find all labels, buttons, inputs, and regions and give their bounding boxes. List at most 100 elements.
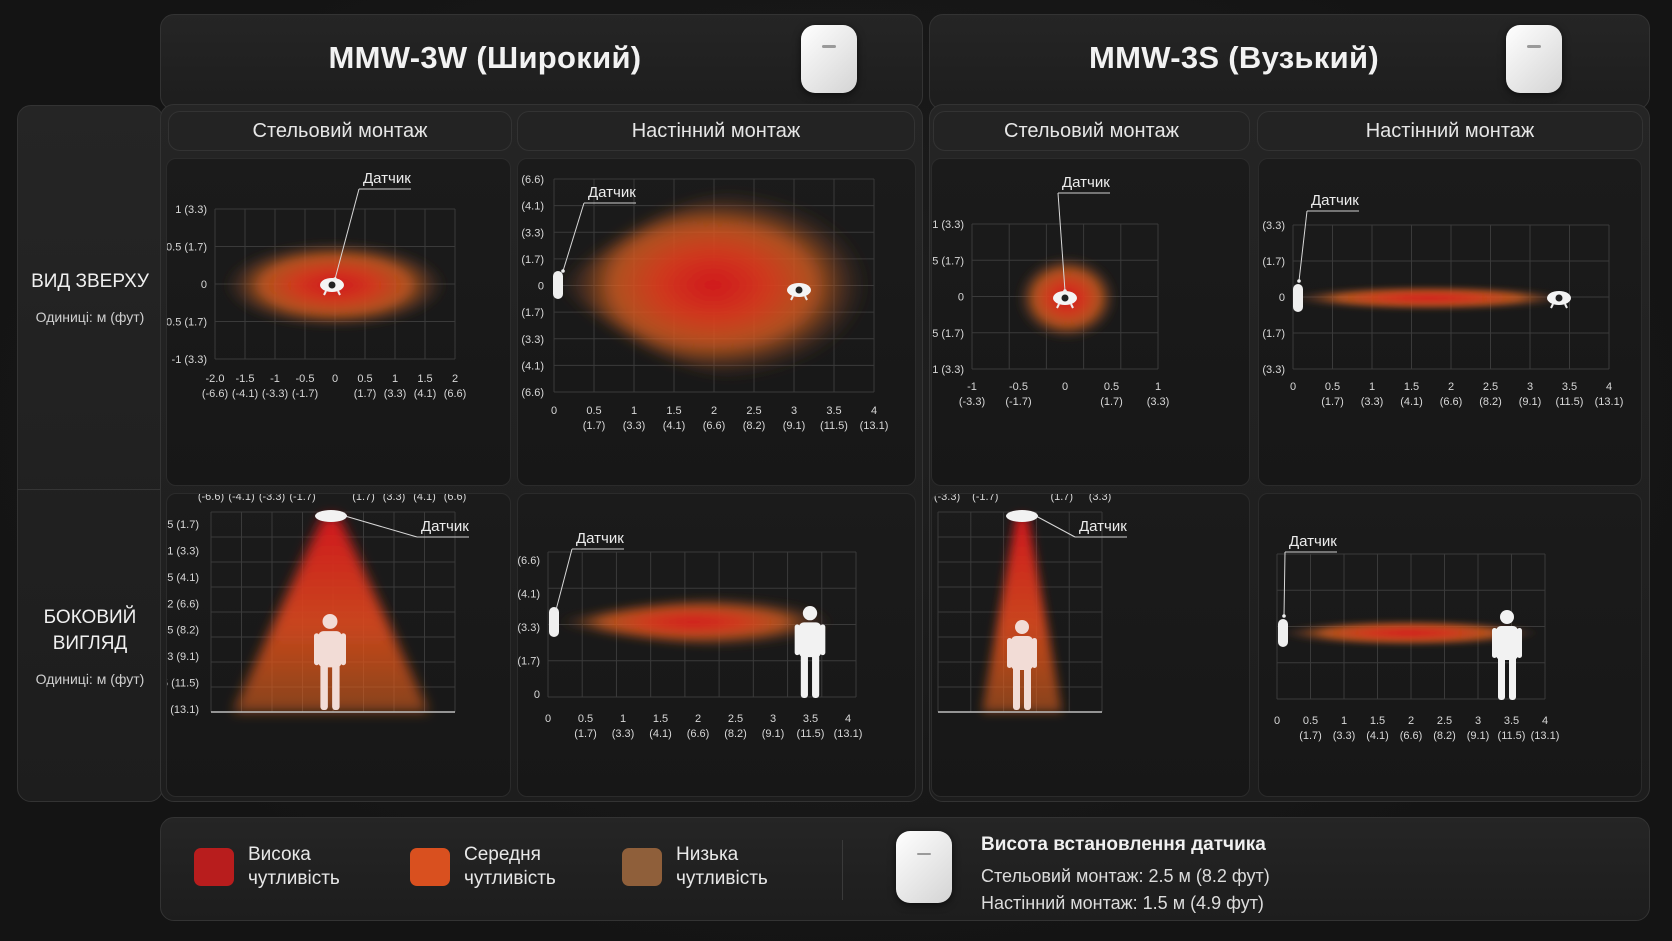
side-view-units: Одиниці: м (фут)	[35, 670, 145, 687]
label-pointer	[554, 608, 558, 612]
coverage-zone	[554, 597, 833, 647]
x-tick-label: -0.5	[1009, 381, 1028, 393]
x-tick-label: (1.7)	[1321, 396, 1344, 408]
wide-model-title: MMW-3W (Широкий)	[328, 40, 642, 75]
x-tick-label: (-6.6)	[202, 388, 228, 400]
x-tick-label: (1.7)	[1299, 730, 1322, 742]
install-ceiling-height: Стельовий монтаж: 2.5 м (8.2 фут)	[981, 866, 1270, 886]
person-torso-icon	[1496, 626, 1518, 660]
legend-item-high: Висока чутливість	[194, 843, 340, 891]
person-leg-icon	[800, 653, 808, 698]
x-tick-label: (3.3)	[1333, 730, 1356, 742]
install-wall-height: Настінний монтаж: 1.5 м (4.9 фут)	[981, 893, 1264, 913]
x-tick-label: 0	[545, 713, 551, 725]
x-tick-label: 1.5	[1370, 715, 1385, 727]
x-tick-label: 2.5	[728, 713, 743, 725]
person-leg-icon	[332, 663, 340, 710]
x-tick-label: (-4.1)	[228, 494, 254, 503]
wide-wall-side-view: 2 (6.6) 1.5 (4.1) 1 (3.3) 0.5 (1.7) 00 0.5 (1.…	[517, 493, 916, 797]
x-tick-label: (3.3)	[384, 388, 407, 400]
x-tick-label: (6.6)	[687, 728, 710, 740]
sensor-wall-icon	[553, 271, 563, 299]
sensor-lens-icon	[795, 286, 803, 294]
x-tick-label: 3	[791, 405, 797, 417]
ceiling-mount-header: Стельовий монтаж	[933, 111, 1250, 151]
x-tick-label: 2.5	[1437, 715, 1452, 727]
narrow-model-title: MMW-3S (Вузький)	[1089, 40, 1379, 75]
x-tick-label: 3.5	[803, 713, 818, 725]
person-head-icon	[1015, 620, 1029, 634]
x-tick-label: (3.3)	[1361, 396, 1384, 408]
coverage-zone	[1279, 620, 1539, 646]
sensor-leg-icon	[1056, 303, 1060, 309]
x-tick-label: (-6.6)	[198, 494, 224, 503]
sensor-wall-icon	[1278, 619, 1288, 647]
legend-swatch	[622, 848, 662, 886]
x-tick-label: 4	[1606, 381, 1612, 393]
y-tick-label: 0.5 (1.7)	[518, 254, 544, 266]
x-tick-label: 4	[1542, 715, 1548, 727]
person-arm-icon	[1007, 638, 1012, 668]
person-arm-icon	[794, 624, 800, 656]
x-tick-label: (-3.3)	[259, 494, 285, 503]
x-tick-label: 0	[332, 373, 338, 385]
wide-ceiling-side-view: -2.0(-6.6)-1.5(-4.1)-1(-3.3)-0.5(-1.7)00…	[166, 493, 511, 797]
y-tick-label: -1 (3.3)	[1259, 364, 1285, 376]
x-tick-label: 0.5	[586, 405, 601, 417]
x-tick-label: 4	[871, 405, 877, 417]
x-tick-label: (9.1)	[762, 728, 785, 740]
y-tick-label: 3 (9.1)	[167, 651, 199, 663]
y-tick-label: 2 (6.6)	[518, 174, 544, 186]
y-tick-label: -2 (6.6)	[518, 387, 544, 399]
x-tick-label: 0.5	[578, 713, 593, 725]
person-torso-icon	[318, 631, 342, 668]
label-leader	[344, 515, 418, 538]
y-tick-label: 2 (6.6)	[518, 555, 540, 567]
x-tick-label: 0.5	[1325, 381, 1340, 393]
x-tick-label: (4.1)	[663, 420, 686, 432]
y-tick-label: 0.5 (1.7)	[518, 656, 540, 668]
legend-item-low: Низька чутливість	[622, 843, 768, 891]
row-labels-panel	[17, 105, 163, 802]
install-height-title: Висота встановлення датчика	[981, 834, 1266, 855]
x-tick-label: (-4.1)	[232, 388, 258, 400]
sensor-ceiling-icon	[1006, 510, 1038, 522]
x-tick-label: 1.5	[653, 713, 668, 725]
wall-mount-header: Настінний монтаж	[517, 111, 915, 151]
sensor-device-icon	[801, 25, 857, 93]
label-leader	[1057, 192, 1066, 292]
narrow-ceiling-top-view: 1 (3.3) 0.5 (1.7) 0 -0.5 (1.7) -1 (3.3)-1 (-3…	[931, 158, 1250, 486]
x-tick-label: -1	[270, 373, 280, 385]
x-tick-label: 1.5	[417, 373, 432, 385]
y-tick-label: 0.5 (1.7)	[167, 242, 207, 254]
person-arm-icon	[820, 624, 826, 656]
x-tick-label: 4	[845, 713, 851, 725]
side-view-title: БОКОВИЙ ВИГЛЯД	[43, 606, 137, 654]
sensor-label: Датчик	[363, 170, 411, 187]
label-leader	[1298, 210, 1308, 282]
wall-mount-header: Настінний монтаж	[1257, 111, 1643, 151]
x-tick-label: 1	[1341, 715, 1347, 727]
y-tick-label: 1 (3.3)	[1259, 220, 1285, 232]
x-tick-label: (8.2)	[724, 728, 747, 740]
label-pointer	[343, 514, 347, 518]
x-tick-label: 0.5	[1104, 381, 1119, 393]
x-tick-label: 1	[620, 713, 626, 725]
x-tick-label: (6.6)	[1440, 396, 1463, 408]
x-tick-label: (1.7)	[574, 728, 597, 740]
person-head-icon	[1500, 610, 1514, 624]
y-tick-label: 1 (3.3)	[518, 227, 544, 239]
person-head-icon	[802, 606, 818, 621]
wide-wall-top-view: 2 (6.6) 1.5 (4.1) 1 (3.3) 0.5 (1.7) 0 -0.5 (1…	[517, 158, 916, 486]
y-tick-label: -1 (3.3)	[932, 364, 964, 376]
person-arm-icon	[314, 633, 320, 666]
x-tick-label: 1.5	[666, 405, 681, 417]
sensor-device-icon	[1506, 25, 1562, 93]
top-view-label: ВИД ЗВЕРХУ Одиниці: м (фут)	[17, 105, 163, 489]
y-tick-label: 1 (3.3)	[932, 219, 964, 231]
coverage-zone	[982, 516, 1062, 712]
x-tick-label: (-1.7)	[972, 494, 998, 503]
narrow-ceiling-side-view: -1(-3.3)-0.5(-1.7)00.5(1.7)1(3.3)00.5 (1…	[931, 493, 1250, 797]
label-leader	[555, 548, 573, 611]
x-tick-label: (11.5)	[1556, 396, 1584, 408]
